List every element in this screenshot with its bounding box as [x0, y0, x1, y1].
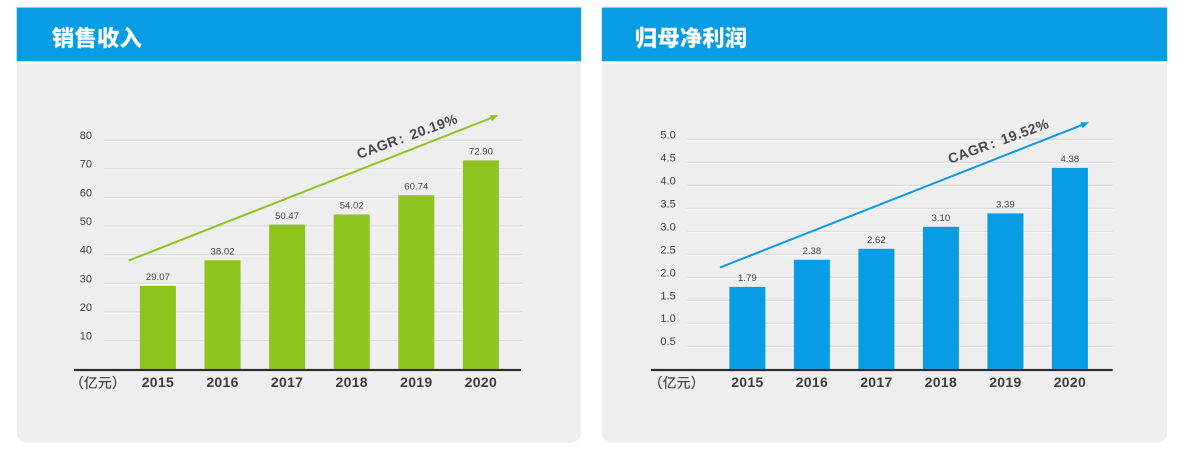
svg-text:2016: 2016 [796, 374, 828, 390]
svg-text:60: 60 [80, 187, 92, 199]
svg-text:72.90: 72.90 [469, 147, 493, 158]
svg-text:2019: 2019 [400, 374, 432, 390]
svg-text:70: 70 [80, 159, 92, 171]
svg-text:1.79: 1.79 [738, 273, 757, 284]
svg-text:3.0: 3.0 [660, 221, 675, 233]
svg-text:3.10: 3.10 [932, 213, 951, 224]
svg-text:2017: 2017 [271, 374, 303, 390]
svg-text:1.5: 1.5 [660, 290, 675, 302]
svg-text:2020: 2020 [1054, 374, 1086, 390]
svg-text:50: 50 [80, 216, 92, 228]
svg-text:3.39: 3.39 [996, 200, 1015, 211]
svg-text:10: 10 [80, 331, 92, 343]
svg-text:38.02: 38.02 [210, 247, 234, 258]
svg-text:80: 80 [80, 130, 92, 142]
svg-text:4.0: 4.0 [660, 175, 675, 187]
svg-text:0.5: 0.5 [660, 336, 675, 348]
svg-text:50.47: 50.47 [275, 211, 299, 222]
svg-text:3.5: 3.5 [660, 198, 675, 210]
svg-text:60.74: 60.74 [404, 181, 429, 192]
svg-text:2018: 2018 [336, 374, 368, 390]
svg-text:29.07: 29.07 [146, 272, 170, 283]
svg-text:2015: 2015 [142, 374, 174, 390]
svg-text:2.62: 2.62 [867, 235, 886, 246]
svg-text:2016: 2016 [206, 374, 238, 390]
svg-text:2020: 2020 [465, 374, 497, 390]
svg-text:2019: 2019 [989, 374, 1021, 390]
svg-text:2015: 2015 [731, 374, 763, 390]
svg-text:54.02: 54.02 [340, 201, 364, 212]
svg-text:5.0: 5.0 [660, 129, 675, 141]
svg-text:2.0: 2.0 [660, 267, 675, 279]
svg-text:40: 40 [80, 245, 92, 257]
svg-text:4.38: 4.38 [1061, 154, 1080, 165]
svg-text:20: 20 [80, 302, 92, 314]
svg-text:2018: 2018 [925, 374, 957, 390]
svg-text:1.0: 1.0 [660, 313, 675, 325]
svg-text:2.38: 2.38 [803, 246, 822, 257]
svg-text:2.5: 2.5 [660, 244, 675, 256]
svg-text:4.5: 4.5 [660, 152, 675, 164]
svg-text:30: 30 [80, 273, 92, 285]
svg-text:2017: 2017 [860, 374, 892, 390]
